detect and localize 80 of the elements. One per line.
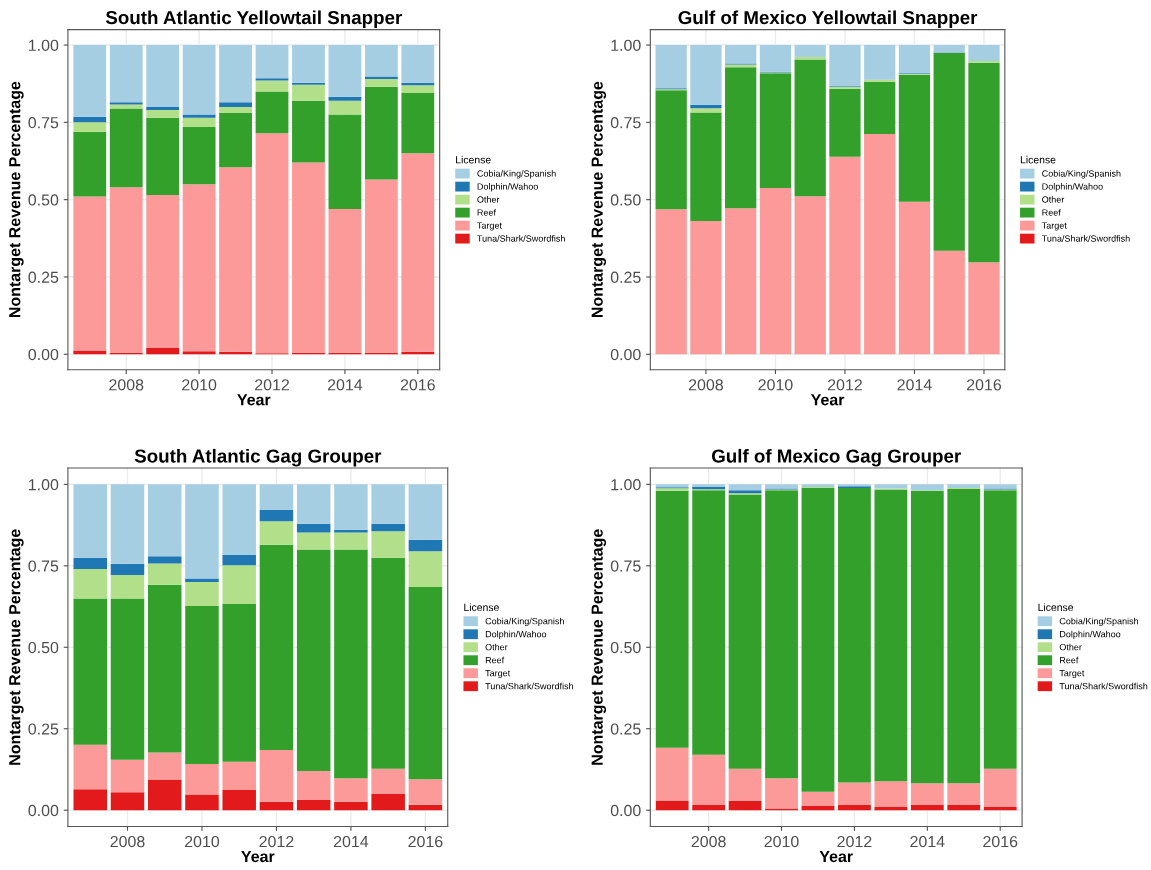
legend-label: Target — [1059, 670, 1085, 679]
legend-label: Reef — [1042, 209, 1061, 216]
legend-label: Other — [477, 196, 500, 203]
legend-label: Reef — [485, 656, 505, 664]
legend-label: Other — [1059, 643, 1082, 651]
y-tick-label: 0.50 — [28, 194, 59, 206]
y-tick-label: 0.50 — [28, 641, 59, 654]
chart-title: Gulf of Mexico Gag Grouper — [711, 448, 961, 467]
x-tick-label: 2012 — [837, 835, 872, 848]
x-tick-label: 2012 — [827, 379, 862, 391]
legend-label: Dolphin/Wahoo — [485, 630, 547, 640]
x-tick-label: 2014 — [327, 379, 363, 391]
x-tick-label: 2014 — [897, 379, 932, 391]
legend-title: License — [1038, 603, 1074, 612]
x-tick-label: 2012 — [259, 835, 294, 848]
legend-label: Target — [477, 222, 502, 231]
x-tick-label: 2010 — [764, 835, 799, 848]
x-tick-label: 2016 — [967, 379, 1002, 391]
legend-label: Tuna/Shark/Swordfish — [485, 682, 574, 690]
legend-label: Target — [1041, 222, 1067, 231]
legend-label: Other — [1042, 196, 1065, 203]
x-axis-title: Year — [241, 851, 275, 863]
legend-label: Cobia/King/Spanish — [1042, 170, 1121, 179]
y-axis-title: Nontarget Revenue Percentage — [9, 81, 24, 318]
legend-label: Dolphin/Wahoo — [1042, 183, 1103, 192]
x-tick-label: 2008 — [691, 835, 726, 848]
x-tick-label: 2016 — [408, 835, 443, 848]
legend-label: Tuna/Shark/Swordfish — [477, 235, 565, 242]
y-tick-label: 0.00 — [28, 804, 59, 817]
y-tick-label: 0.00 — [610, 348, 641, 361]
legend-label: Cobia/King/Spanish — [477, 170, 556, 179]
chart-title: South Atlantic Gag Grouper — [134, 448, 382, 467]
x-axis-title: Year — [237, 394, 271, 406]
legend-title: License — [464, 603, 499, 612]
y-tick-label: 1.00 — [29, 39, 59, 51]
y-axis-title: Nontarget Revenue Percentage — [591, 81, 607, 318]
legend-label: Other — [485, 643, 508, 651]
y-tick-label: 0.00 — [28, 348, 59, 361]
x-tick-label: 2014 — [333, 835, 369, 848]
x-tick-label: 2010 — [182, 379, 217, 391]
chart-title: Gulf of Mexico Yellowtail Snapper — [678, 10, 978, 28]
legend-label: Cobia/King/Spanish — [485, 617, 564, 627]
y-tick-label: 1.00 — [29, 478, 59, 491]
y-tick-label: 0.75 — [610, 116, 641, 129]
x-tick-label: 2016 — [400, 379, 435, 391]
legend-label: Dolphin/Wahoo — [477, 183, 538, 192]
y-tick-label: 1.00 — [611, 478, 641, 491]
y-tick-label: 0.00 — [610, 804, 641, 817]
y-tick-label: 0.75 — [610, 560, 641, 572]
x-tick-label: 2012 — [255, 379, 289, 391]
y-tick-label: 0.50 — [610, 641, 641, 654]
y-tick-label: 0.25 — [610, 723, 641, 735]
y-tick-label: 0.25 — [28, 723, 59, 735]
x-tick-label: 2008 — [109, 379, 144, 391]
y-tick-label: 0.25 — [610, 271, 641, 283]
y-tick-label: 1.00 — [611, 39, 641, 51]
chart-title: South Atlantic Yellowtail Snapper — [105, 10, 402, 28]
y-axis-title: Nontarget Revenue Percentage — [9, 529, 24, 765]
legend-label: Reef — [477, 209, 496, 216]
legend-label: Dolphin/Wahoo — [1060, 630, 1121, 640]
x-tick-label: 2008 — [110, 835, 145, 848]
x-tick-label: 2010 — [758, 379, 793, 391]
x-axis-title: Year — [819, 851, 853, 863]
legend-label: Cobia/King/Spanish — [1059, 617, 1139, 627]
legend-label: Tuna/Shark/Swordfish — [1041, 235, 1130, 242]
y-axis-title: Nontarget Revenue Percentage — [591, 529, 607, 765]
x-tick-label: 2010 — [185, 835, 220, 848]
y-tick-label: 0.75 — [28, 560, 59, 572]
x-tick-label: 2014 — [910, 835, 945, 848]
x-tick-label: 2016 — [983, 835, 1018, 848]
y-tick-label: 0.75 — [28, 116, 59, 129]
x-tick-label: 2008 — [688, 379, 723, 391]
x-axis-title: Year — [810, 394, 845, 406]
legend-title: License — [1020, 155, 1056, 164]
y-tick-label: 0.25 — [28, 271, 59, 283]
y-tick-label: 0.50 — [610, 194, 641, 206]
legend-title: License — [456, 155, 491, 164]
legend-label: Target — [485, 670, 511, 679]
legend-label: Reef — [1060, 656, 1079, 664]
legend-label: Tuna/Shark/Swordfish — [1059, 682, 1148, 690]
